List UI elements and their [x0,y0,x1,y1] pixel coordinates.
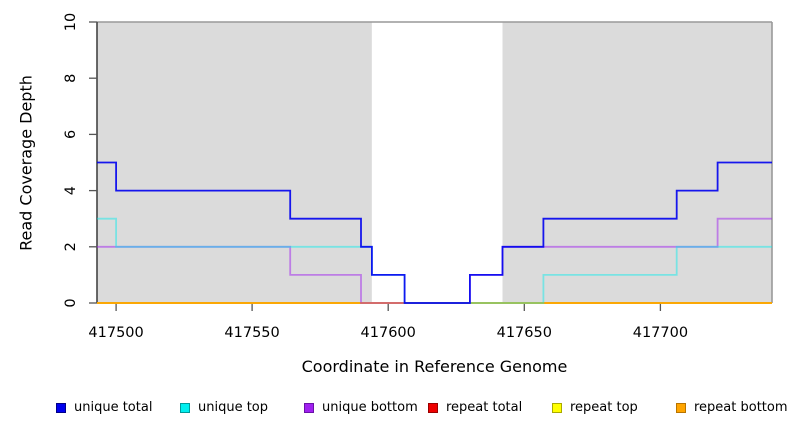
legend-item-unique-total: unique total [56,400,152,415]
legend-swatch-repeat-bottom-icon [676,402,686,413]
y-tick-label: 2 [63,242,79,251]
x-tick-label: 417700 [633,325,688,341]
legend-swatch-unique-top-icon [180,402,190,413]
y-tick-label: 0 [63,298,79,307]
legend-item-unique-top: unique top [180,400,268,415]
x-axis-title: Coordinate in Reference Genome [301,357,568,376]
legend: unique total unique top unique bottom re… [0,400,792,422]
legend-item-repeat-top: repeat top [552,400,638,415]
legend-swatch-repeat-top-icon [552,402,562,413]
shaded-region [371,22,503,303]
x-tick-label: 417600 [361,325,416,341]
y-axis-title: Read Coverage Depth [16,75,36,251]
legend-label-unique-top: unique top [198,400,269,415]
plot-area: 417500 417550 417600 417650 417700 0 2 4 6 8 10 [63,13,773,341]
legend-label-unique-total: unique total [74,400,153,415]
x-tick-label: 417650 [497,325,552,341]
legend-item-unique-bottom: unique bottom [304,400,418,415]
legend-item-repeat-bottom: repeat bottom [676,400,788,415]
series-line-unique-total [97,161,772,304]
shaded-region [97,22,372,303]
legend-label-repeat-bottom: repeat bottom [694,400,788,415]
legend-item-repeat-total: repeat total [428,400,522,415]
legend-swatch-repeat-total-icon [428,402,438,413]
legend-label-repeat-top: repeat top [570,400,638,415]
legend-swatch-unique-total-icon [56,402,66,413]
x-tick-label: 417550 [224,325,279,341]
y-tick-label: 4 [63,186,79,195]
y-tick-label: 6 [63,130,79,139]
y-tick-label: 10 [63,13,79,31]
x-tick-label: 417500 [88,325,143,341]
legend-swatch-unique-bottom-icon [304,402,314,413]
legend-label-unique-bottom: unique bottom [322,400,418,415]
legend-label-repeat-total: repeat total [446,400,523,415]
y-tick-label: 8 [63,74,79,83]
